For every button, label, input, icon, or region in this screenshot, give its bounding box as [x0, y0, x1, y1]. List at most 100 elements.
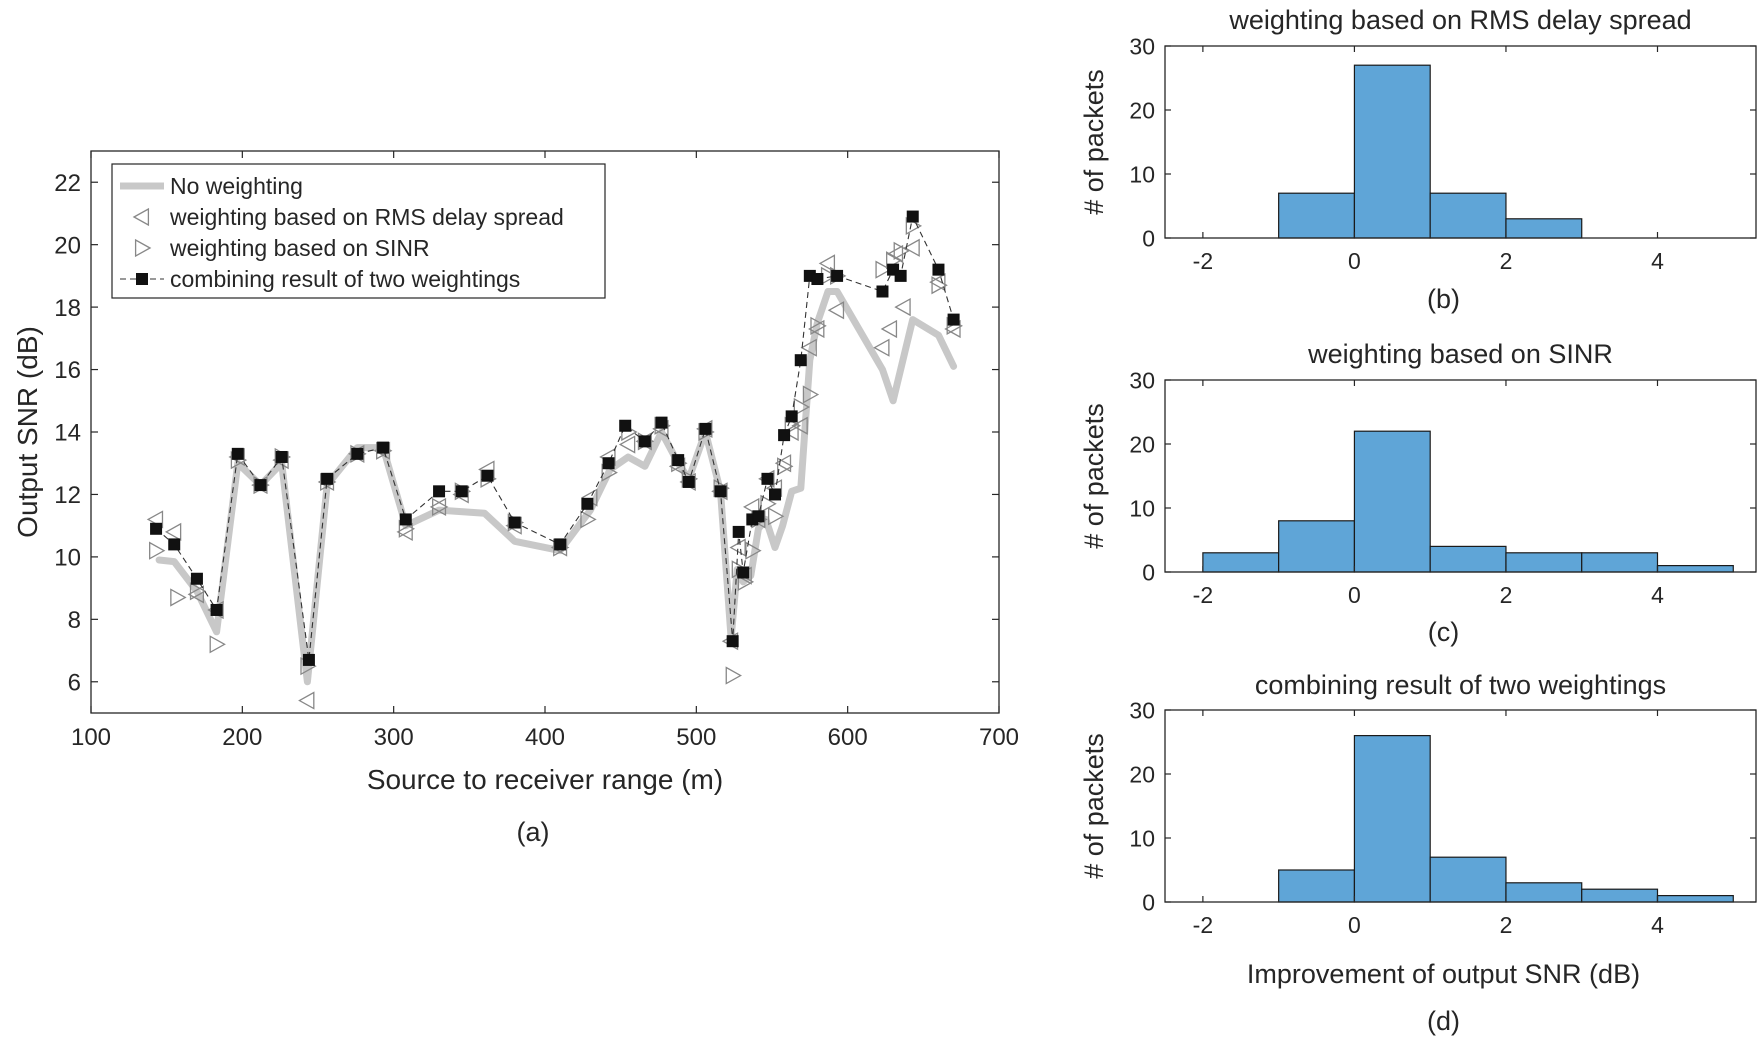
rms-marker: [429, 497, 447, 517]
rms-marker: [800, 338, 817, 357]
combined-marker: [275, 450, 288, 463]
combined-marker: [602, 457, 615, 470]
x-tick-label: 2: [1500, 582, 1513, 608]
y-tick-label: 18: [54, 295, 81, 322]
legend-label: No weighting: [170, 173, 303, 199]
y-axis-label: Output SNR (dB): [12, 326, 43, 538]
rms-marker: [873, 338, 890, 357]
histogram-bar: [1429, 545, 1507, 573]
y-tick-label: 16: [54, 357, 81, 384]
x-tick-label: 100: [71, 724, 111, 751]
x-tick-label: 500: [676, 724, 716, 751]
histogram-bar: [1278, 520, 1356, 573]
combined-marker: [254, 479, 267, 492]
sinr-marker: [810, 316, 827, 335]
histogram-bar: [1656, 564, 1734, 573]
x-tick-label: -2: [1193, 582, 1213, 608]
legend-label: weighting based on RMS delay spread: [169, 204, 564, 230]
x-tick-label: -2: [1193, 912, 1213, 938]
histogram-bar: [1278, 869, 1356, 903]
legend: No weighting weighting based on RMS delay…: [111, 163, 606, 299]
sinr-marker: [209, 635, 226, 654]
chart-c: -2 0 2 4 0 10 20 30 weighting based on SINR # of …: [1079, 339, 1757, 647]
combined-marker: [682, 475, 695, 488]
x-axis-label-d: Improvement of output SNR (dB): [1247, 959, 1640, 989]
rms-marker: [808, 319, 825, 339]
histogram-bar: [1581, 552, 1659, 573]
rms-marker: [396, 522, 413, 542]
x-tick-label: 4: [1651, 248, 1664, 274]
combined-marker: [932, 263, 945, 276]
plot-area-b: [1164, 45, 1757, 239]
combined-marker: [399, 513, 412, 526]
combined-marker: [455, 485, 468, 498]
combined-marker: [752, 510, 765, 523]
y-tick-label: 10: [54, 545, 81, 572]
chart-b: -2 0 2 4 0 10 20 30 weighting based on RMS delay…: [1079, 5, 1757, 314]
x-tick-label: 600: [828, 724, 868, 751]
rms-marker: [894, 298, 911, 317]
chart-title-c: weighting based on SINR: [1307, 339, 1613, 369]
combined-marker: [785, 410, 798, 423]
y-tick-label: 0: [1142, 889, 1155, 915]
rms-marker: [782, 422, 799, 442]
combined-marker: [726, 635, 739, 648]
sinr-marker: [777, 457, 794, 476]
caption-a: (a): [517, 817, 550, 847]
histogram-bar: [1353, 430, 1431, 573]
combined-marker: [655, 416, 668, 429]
caption-c: (c): [1428, 617, 1459, 647]
combined-marker: [778, 429, 791, 442]
x-tick-label: 2: [1500, 912, 1513, 938]
sinr-marker: [793, 397, 811, 417]
sinr-marker: [931, 276, 948, 295]
y-tick-label: 20: [1129, 431, 1155, 457]
rms-marker: [880, 319, 898, 339]
series-no-weighting: [155, 288, 958, 686]
histogram-bar: [1429, 856, 1507, 903]
y-tick-label: 10: [1129, 495, 1155, 521]
x-tick-label: 4: [1651, 912, 1664, 938]
chart-title-d: combining result of two weightings: [1255, 670, 1666, 700]
y-tick-label: 30: [1129, 697, 1155, 723]
combined-marker: [554, 538, 567, 551]
combined-marker: [210, 603, 223, 616]
combined-marker: [831, 269, 844, 282]
combined-marker: [761, 472, 774, 485]
x-tick-label: 4: [1651, 582, 1664, 608]
rms-marker: [187, 585, 204, 604]
combined-marker: [351, 447, 364, 460]
combined-marker: [638, 435, 651, 448]
legend-label: weighting based on SINR: [169, 235, 430, 261]
sinr-marker: [189, 582, 207, 601]
rms-marker: [929, 273, 946, 292]
combined-marker: [811, 273, 824, 286]
y-tick-label: 14: [54, 420, 81, 447]
sinr-marker: [893, 241, 910, 261]
sinr-marker: [149, 541, 166, 560]
y-tick-label: 20: [1129, 97, 1155, 123]
combined-marker: [732, 525, 745, 538]
combined-marker: [136, 273, 148, 285]
chart-d: -2 0 2 4 0 10 20 30 combining result of two weig…: [1079, 670, 1757, 1036]
combined-marker: [947, 313, 960, 326]
sinr-marker: [767, 507, 785, 526]
rms-marker: [618, 435, 636, 454]
y-tick-label: 12: [54, 482, 81, 509]
chart-a: 100 200 300 400 500 600 700 6 8 10 12 14 16 18 20 22 No …: [12, 150, 1019, 847]
y-tick-label: 6: [68, 669, 81, 696]
histogram-bar: [1505, 882, 1583, 903]
y-tick-label: 0: [1142, 225, 1155, 251]
histogram-bar: [1353, 64, 1431, 239]
rms-marker: [132, 207, 150, 227]
x-axis-label: Source to receiver range (m): [367, 764, 723, 795]
combined-marker: [699, 422, 712, 435]
plot-area-d: [1164, 709, 1757, 903]
y-tick-label: 0: [1142, 559, 1155, 585]
sinr-marker: [580, 510, 597, 529]
caption-d: (d): [1427, 1006, 1460, 1036]
histogram-bar: [1505, 552, 1583, 573]
histogram-bar: [1202, 552, 1280, 573]
combined-marker: [168, 538, 181, 551]
y-tick-label: 10: [1129, 161, 1155, 187]
